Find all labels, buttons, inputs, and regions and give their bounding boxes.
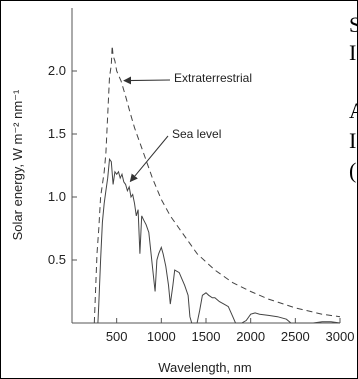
annotation-label-2: Sea level [172, 127, 221, 141]
y-tick-label: 1.0 [48, 189, 66, 204]
y-tick-label: 1.5 [48, 126, 66, 141]
y-tick-label: 2.0 [48, 63, 66, 78]
y-axis-label: Solar energy, W m⁻² nm⁻¹ [10, 89, 25, 240]
side-text-line: I [349, 128, 356, 153]
y-tick-label: 0.5 [48, 252, 66, 267]
annotation-label-1: Extraterrestrial [174, 71, 252, 85]
ticks: 500 1000 1500 2000 2500 3000 0.5 1.0 1.5 2.0 [48, 63, 355, 344]
x-tick-label: 3000 [326, 329, 355, 344]
annotation-arrow-2 [129, 135, 169, 183]
side-text-line: A [349, 98, 358, 123]
series-extraterrestrial-line [93, 45, 341, 324]
annotation-arrow-1 [123, 76, 171, 85]
x-tick-label: 2000 [236, 329, 265, 344]
series-sea-level-line [97, 157, 341, 324]
x-tick-label: 2500 [281, 329, 310, 344]
annotations: Extraterrestrial Sea level [123, 71, 252, 183]
x-axis-label: Wavelength, nm [158, 360, 251, 375]
series-group [93, 45, 341, 324]
side-text-line: I [349, 40, 356, 65]
x-tick-label: 500 [106, 329, 128, 344]
axes [71, 8, 340, 324]
side-text-line: S [349, 12, 358, 37]
x-tick-label: 1500 [192, 329, 221, 344]
side-text-line: ( [349, 158, 356, 183]
x-tick-label: 1000 [147, 329, 176, 344]
